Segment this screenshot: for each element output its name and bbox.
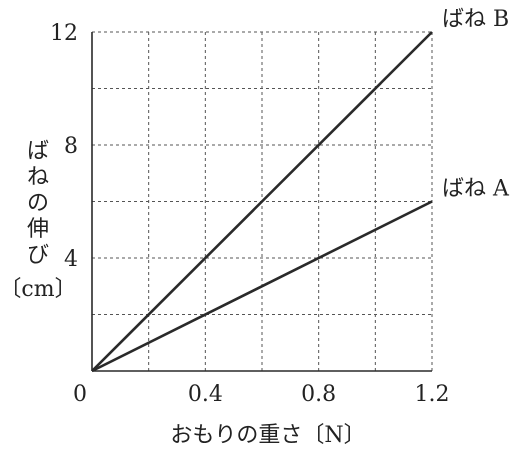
y-tick-label: 12 bbox=[50, 21, 78, 46]
series-line-spring-b bbox=[91, 31, 433, 372]
y-tick-label: 4 bbox=[64, 247, 78, 272]
series-label-spring-b: ばね B bbox=[442, 7, 509, 32]
series-lines bbox=[91, 31, 433, 373]
x-tick-label: 1.2 bbox=[415, 382, 450, 407]
series-line-spring-a bbox=[91, 200, 433, 373]
y-axis-title-part: ね bbox=[27, 165, 49, 190]
y-axis-title-part: 伸 bbox=[27, 217, 49, 242]
y-axis-title-part: の bbox=[27, 191, 49, 216]
y-axis-title-part: び bbox=[27, 243, 49, 268]
x-tick-label: 0.8 bbox=[301, 382, 336, 407]
y-axis-title-part: 〔cm〕 bbox=[0, 277, 77, 302]
y-axis-title-part: ば bbox=[27, 139, 49, 164]
series-label-spring-a: ばね A bbox=[442, 177, 510, 202]
y-tick-label: 8 bbox=[64, 134, 78, 159]
x-tick-label: 0.4 bbox=[188, 382, 223, 407]
x-axis-title: おもりの重さ〔N〕 bbox=[170, 423, 365, 448]
axes bbox=[91, 32, 432, 372]
origin-label: 0 bbox=[73, 382, 87, 407]
